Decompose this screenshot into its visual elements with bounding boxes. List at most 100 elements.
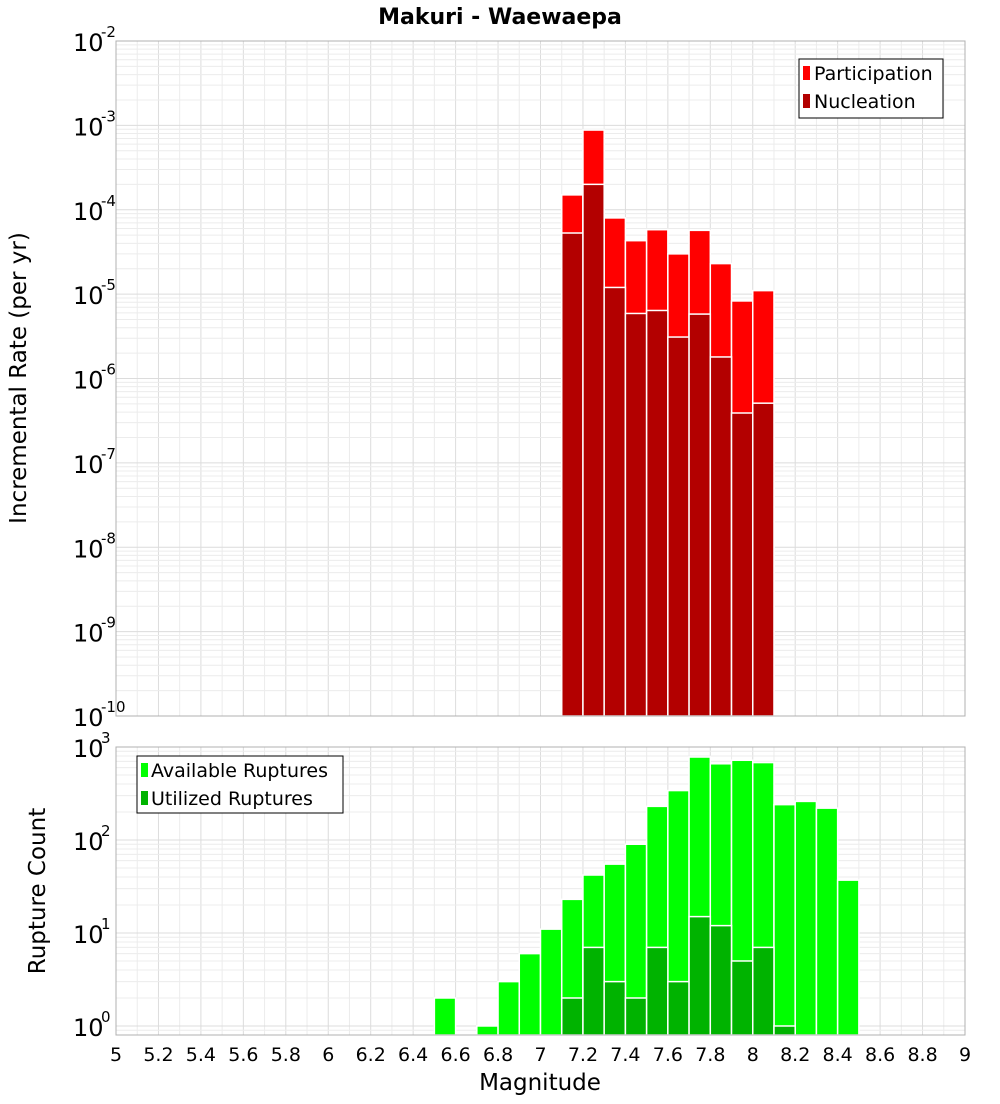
top-ytick-base: 10 <box>73 620 104 648</box>
chart-title: Makuri - Waewaepa <box>378 5 622 30</box>
top-bar-nucleation <box>603 286 627 717</box>
x-tick-label: 5.8 <box>271 1044 301 1066</box>
x-tick-label: 9 <box>959 1044 971 1066</box>
bottom-bar-utilized-ruptures <box>730 960 754 1036</box>
bottom-bar-utilized-ruptures <box>560 997 584 1036</box>
bottom-legend: Available Ruptures Utilized Ruptures <box>136 755 344 814</box>
top-ytick-exponent: -5 <box>101 276 116 294</box>
bottom-bar-utilized-ruptures <box>624 997 648 1036</box>
x-tick-label: 8.2 <box>780 1044 810 1066</box>
legend-label-participation: Participation <box>814 63 933 85</box>
x-tick-label: 8 <box>747 1044 759 1066</box>
top-bar-nucleation <box>752 402 775 717</box>
x-tick-label: 6.8 <box>483 1044 513 1066</box>
bottom-bar-utilized-ruptures <box>603 980 627 1036</box>
x-tick-label: 5.2 <box>143 1044 173 1066</box>
bottom-ytick-exponent: 3 <box>101 729 111 747</box>
top-bar-nucleation <box>709 356 733 717</box>
top-ytick-base: 10 <box>73 29 104 57</box>
x-tick-label: 5.6 <box>228 1044 258 1066</box>
bottom-ytick-base: 10 <box>73 828 104 856</box>
bottom-bar-utilized-ruptures <box>752 946 775 1036</box>
bottom-bar-available-ruptures <box>794 800 818 1036</box>
bottom-bars <box>433 756 860 1036</box>
bottom-bar-available-ruptures <box>539 928 563 1036</box>
x-tick-label: 7.2 <box>568 1044 598 1066</box>
top-ytick-exponent: -6 <box>101 361 116 379</box>
top-bar-nucleation <box>730 412 754 717</box>
top-legend-box <box>798 58 944 119</box>
x-tick-label: 8.4 <box>823 1044 853 1066</box>
bottom-ytick-base: 10 <box>73 735 104 763</box>
top-legend: Participation Nucleation <box>798 58 944 119</box>
top-ytick-base: 10 <box>73 198 104 226</box>
bottom-legend-box <box>136 755 344 814</box>
legend-swatch-utilized <box>141 791 148 805</box>
x-tick-label: 7 <box>534 1044 546 1066</box>
bottom-bar-utilized-ruptures <box>582 946 605 1036</box>
top-grid <box>115 40 966 717</box>
top-ytick-base: 10 <box>73 535 104 563</box>
top-ytick-exponent: -10 <box>101 698 126 716</box>
bottom-ytick-base: 10 <box>73 1014 104 1042</box>
legend-swatch-participation <box>803 66 810 80</box>
top-ytick-exponent: -3 <box>101 107 116 125</box>
x-tick-label: 7.4 <box>610 1044 640 1066</box>
bottom-ytick-base: 10 <box>73 921 104 949</box>
bottom-bar-available-ruptures <box>815 807 839 1036</box>
top-ytick-exponent: -8 <box>101 529 116 547</box>
bottom-ytick-exponent: 2 <box>101 822 111 840</box>
top-bar-nucleation <box>667 336 690 717</box>
legend-swatch-available <box>141 763 148 777</box>
bottom-bar-available-ruptures <box>773 803 796 1036</box>
top-ytick-exponent: -9 <box>101 614 116 632</box>
top-ylabel: Incremental Rate (per yr) <box>6 232 32 524</box>
x-tick-label: 5 <box>110 1044 122 1066</box>
x-tick-label: 7.8 <box>695 1044 725 1066</box>
bottom-ytick-exponent: 0 <box>101 1008 111 1026</box>
top-ytick-exponent: -7 <box>101 445 116 463</box>
x-tick-label: 6.6 <box>440 1044 470 1066</box>
top-ytick-exponent: -4 <box>101 192 116 210</box>
bottom-bar-available-ruptures <box>836 879 860 1036</box>
top-ytick-base: 10 <box>73 282 104 310</box>
bottom-bar-utilized-ruptures <box>667 980 690 1036</box>
bottom-bar-utilized-ruptures <box>709 924 733 1036</box>
top-ytick-exponent: -2 <box>101 23 116 41</box>
legend-swatch-nucleation <box>803 94 810 108</box>
bottom-bar-available-ruptures <box>497 980 521 1036</box>
legend-label-nucleation: Nucleation <box>814 91 916 113</box>
top-ytick-base: 10 <box>73 704 104 732</box>
bottom-bar-utilized-ruptures <box>645 946 669 1036</box>
top-bar-nucleation <box>688 313 712 717</box>
bottom-bar-utilized-ruptures <box>773 1025 796 1036</box>
legend-label-utilized: Utilized Ruptures <box>151 788 313 810</box>
bottom-bar-available-ruptures <box>518 952 542 1036</box>
top-bar-nucleation <box>624 312 648 717</box>
x-tick-label: 8.8 <box>907 1044 937 1066</box>
bottom-ylabel: Rupture Count <box>25 808 51 974</box>
bottom-plot-frame <box>115 746 966 1036</box>
x-tick-label: 6 <box>322 1044 334 1066</box>
x-tick-label: 5.4 <box>186 1044 216 1066</box>
x-axis-label: Magnitude <box>479 1070 601 1096</box>
x-tick-label: 8.6 <box>865 1044 895 1066</box>
legend-label-available: Available Ruptures <box>151 760 328 782</box>
bottom-ytick-exponent: 1 <box>101 915 111 933</box>
top-bar-nucleation <box>560 232 584 717</box>
top-ytick-base: 10 <box>73 113 104 141</box>
top-bar-nucleation <box>645 309 669 717</box>
bottom-bar-available-ruptures <box>476 1025 499 1036</box>
top-plot-frame <box>115 40 966 717</box>
bottom-bar-available-ruptures <box>433 997 457 1036</box>
bottom-bar-utilized-ruptures <box>688 915 712 1036</box>
top-ytick-base: 10 <box>73 367 104 395</box>
x-tick-label: 7.6 <box>653 1044 683 1066</box>
top-ytick-base: 10 <box>73 451 104 479</box>
x-tick-labels: 5 5.2 5.4 5.6 5.8 6 6.2 6.4 6.6 6.8 7 7.2 7.4 7.6 7.8 8… <box>110 1044 971 1066</box>
x-tick-label: 6.2 <box>356 1044 386 1066</box>
